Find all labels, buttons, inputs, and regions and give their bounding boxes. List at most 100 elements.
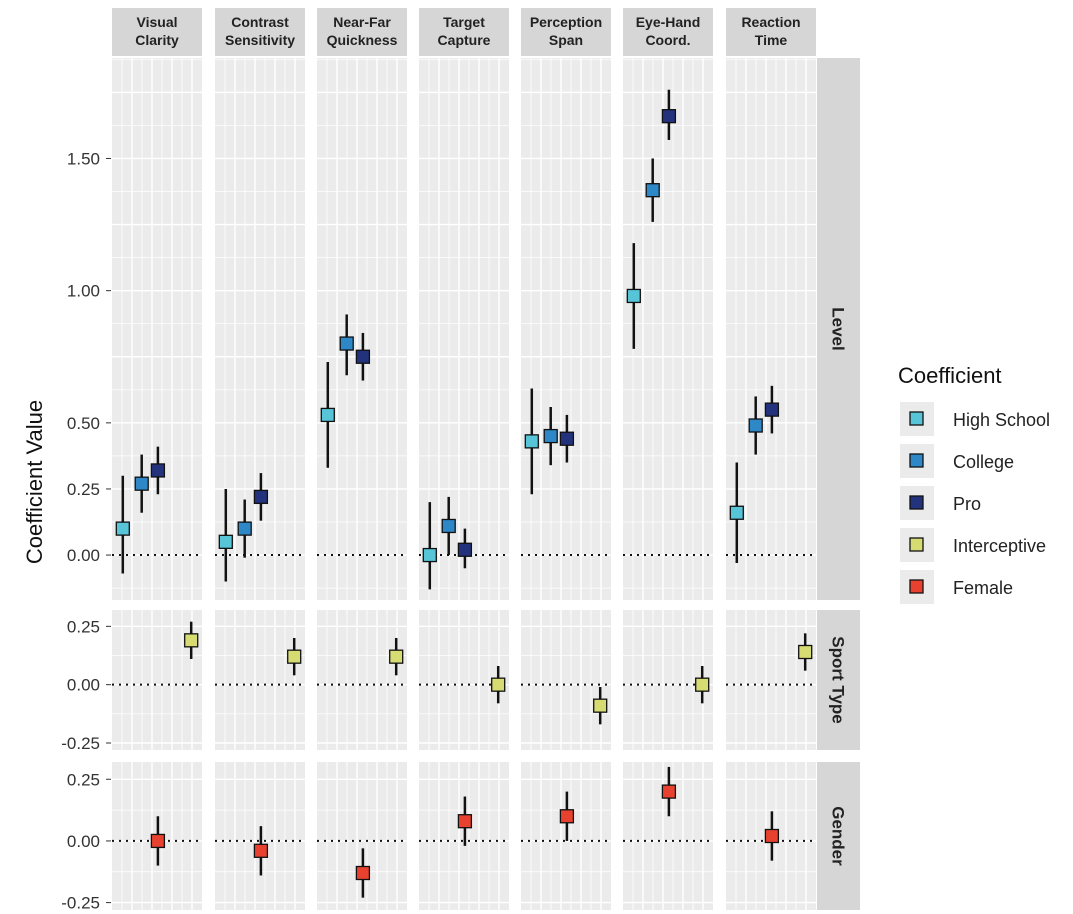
data-point <box>237 521 252 536</box>
panel-background <box>419 58 509 600</box>
column-strip-label: Quickness <box>327 32 398 48</box>
panel-background <box>521 58 611 600</box>
data-point <box>184 633 199 648</box>
row-strip <box>817 58 860 600</box>
data-point <box>593 698 608 713</box>
data-point <box>134 476 149 491</box>
data-point <box>422 547 437 563</box>
data-point <box>661 109 677 124</box>
row-strip-label: Sport Type <box>829 636 848 724</box>
column-strip-label: Perception <box>530 14 602 30</box>
row-strip <box>817 610 860 750</box>
legend-key <box>909 537 924 552</box>
data-point <box>115 521 130 536</box>
column-strip <box>419 8 509 56</box>
legend-key <box>909 495 924 510</box>
y-axis-title: Coefficient Value <box>22 400 47 564</box>
y-tick-label: 0.25 <box>67 617 100 636</box>
data-point <box>355 865 371 881</box>
data-point <box>253 843 269 858</box>
data-point <box>218 534 233 549</box>
data-point <box>339 336 354 351</box>
data-point <box>661 784 677 799</box>
data-point <box>389 649 404 664</box>
data-point <box>457 814 473 829</box>
data-point <box>524 434 539 449</box>
legend-label: Interceptive <box>953 536 1046 556</box>
column-strip-label: Reaction <box>741 14 800 30</box>
y-tick-label: 0.25 <box>67 480 100 499</box>
y-tick-label: 0.25 <box>67 770 100 789</box>
data-point <box>559 809 575 824</box>
y-tick-label: 0.00 <box>67 676 100 695</box>
data-point <box>645 183 660 198</box>
column-strip-label: Target <box>443 14 485 30</box>
data-point <box>491 677 506 692</box>
legend-label: High School <box>953 410 1050 430</box>
data-point <box>253 489 269 505</box>
legend: Coefficient High School College Pro Interce… <box>898 363 1050 604</box>
row-strip-label: Level <box>829 307 848 350</box>
facet-panels <box>112 58 816 910</box>
panel-background <box>726 610 816 750</box>
y-axes: 0.00 0.25 0.50 1.00 1.50 -0.25 0.00 0.25 -0.25 0.… <box>61 149 111 913</box>
panel-background <box>112 610 202 750</box>
panel-background <box>623 58 713 600</box>
column-strip-label: Coord. <box>645 32 690 48</box>
column-strip <box>317 8 407 56</box>
data-point <box>748 418 763 433</box>
panel-background <box>317 610 407 750</box>
y-tick-label: 1.00 <box>67 282 100 301</box>
column-strip <box>215 8 305 56</box>
data-point <box>543 428 558 444</box>
data-point <box>626 288 641 304</box>
panel-background <box>215 610 305 750</box>
legend-label: College <box>953 452 1014 472</box>
panel-background <box>317 58 407 600</box>
data-point <box>695 677 710 692</box>
column-strip <box>112 8 202 56</box>
data-point <box>764 402 780 417</box>
data-point <box>729 505 744 520</box>
column-strip <box>623 8 713 56</box>
data-point <box>441 518 456 534</box>
data-point <box>559 431 575 446</box>
column-strip-label: Time <box>755 32 788 48</box>
legend-title: Coefficient <box>898 363 1002 388</box>
y-tick-label: 0.50 <box>67 414 100 433</box>
legend-key <box>909 579 924 594</box>
column-strip-label: Clarity <box>135 32 179 48</box>
legend-label: Pro <box>953 494 981 514</box>
row-strip-label: Gender <box>829 806 848 866</box>
data-point <box>320 407 335 423</box>
column-strip <box>726 8 816 56</box>
facet-strips: Level Sport Type Gender Visual Clarity Contra… <box>112 8 860 910</box>
y-tick-label: -0.25 <box>61 894 100 913</box>
y-tick-label: 0.00 <box>67 832 100 851</box>
data-point <box>355 349 371 364</box>
data-point <box>287 649 302 664</box>
row-strip <box>817 762 860 910</box>
legend-key <box>909 453 924 468</box>
data-point <box>150 463 166 478</box>
column-strip-label: Span <box>549 32 583 48</box>
data-point <box>764 828 780 844</box>
column-strip <box>521 8 611 56</box>
data-point <box>798 644 813 660</box>
y-tick-label: -0.25 <box>61 734 100 753</box>
legend-label: Female <box>953 578 1013 598</box>
legend-key <box>909 411 924 426</box>
data-point <box>457 542 473 557</box>
column-strip-label: Capture <box>438 32 491 48</box>
column-strip-label: Eye-Hand <box>636 14 701 30</box>
column-strip-label: Contrast <box>231 14 289 30</box>
column-strip-label: Sensitivity <box>225 32 295 48</box>
y-tick-label: 1.50 <box>67 149 100 168</box>
data-point <box>150 833 166 849</box>
panel-background <box>112 58 202 600</box>
panel-background <box>521 610 611 750</box>
data-marks <box>115 89 813 898</box>
column-strip-label: Visual <box>137 14 178 30</box>
column-strip-label: Near-Far <box>333 14 391 30</box>
